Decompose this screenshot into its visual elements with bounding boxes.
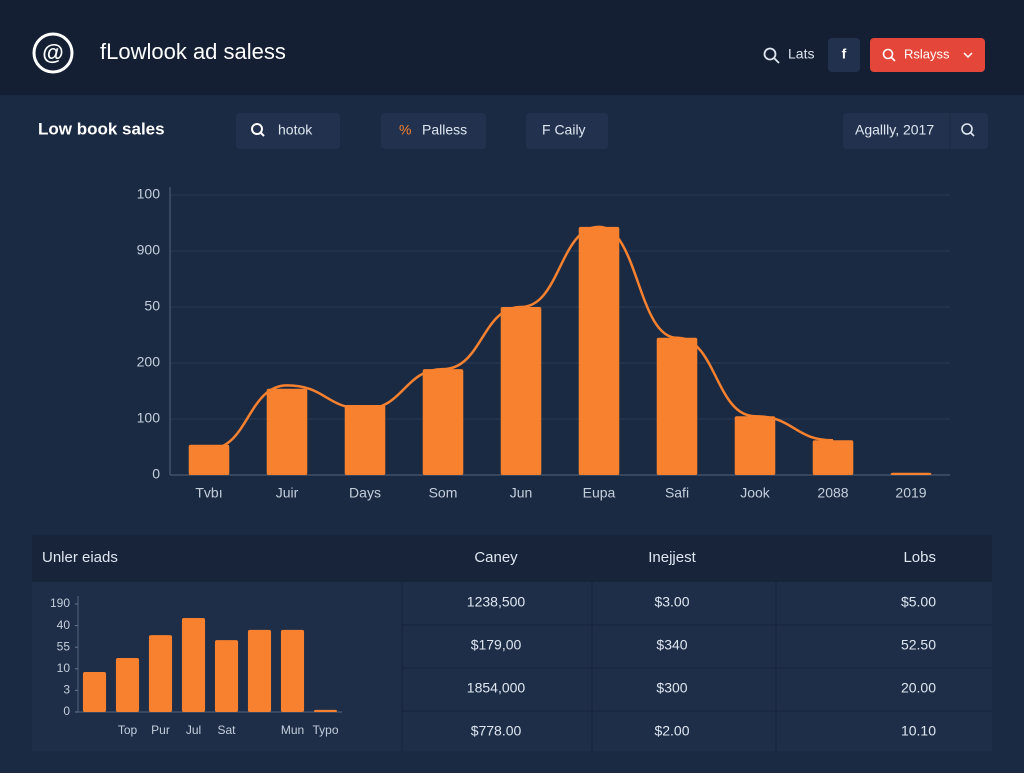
x-tick-label: Sat [217, 723, 236, 737]
x-tick-label: Top [118, 723, 138, 737]
x-tick-label: Jook [740, 485, 771, 501]
search-icon [969, 131, 975, 137]
bar [266, 388, 308, 475]
search-field[interactable] [236, 113, 340, 149]
table-cell: 52.50 [901, 637, 936, 653]
x-tick-label: Days [349, 485, 381, 501]
table-cell: 1854,000 [467, 680, 526, 696]
bar [812, 440, 854, 475]
table-cell: $340 [656, 637, 687, 653]
y-tick-label: 3 [63, 683, 70, 697]
bar [181, 618, 206, 712]
table-cell: $179,00 [471, 637, 522, 653]
date-label: Agallly, 2017 [855, 122, 934, 138]
search-icon [763, 47, 777, 61]
y-tick-label: 50 [144, 298, 160, 314]
table-cell: $778.00 [471, 723, 522, 739]
y-tick-label: 10 [57, 661, 71, 675]
y-tick-label: 100 [137, 186, 161, 202]
bar [214, 640, 239, 712]
table-cell: $300 [656, 680, 687, 696]
trend-line [208, 225, 834, 451]
x-tick-label: Jun [510, 485, 533, 501]
x-tick-label: Tvbı [195, 485, 222, 501]
bar [115, 658, 140, 712]
bar [148, 635, 173, 712]
column-header: Lobs [903, 549, 936, 566]
period-label: F Caily [542, 122, 586, 138]
x-tick-label: Som [429, 485, 458, 501]
y-tick-label: 55 [57, 639, 71, 653]
filter-icon: % [399, 122, 411, 138]
bar [247, 629, 272, 712]
chevron [963, 52, 973, 59]
section-title: Low book sales [38, 119, 165, 138]
x-tick-label: Juir [276, 485, 299, 501]
search-icon [259, 131, 265, 137]
search-icon [961, 123, 973, 135]
action-label: Rslayss [904, 46, 950, 61]
search-icon [773, 57, 780, 64]
logo-ring [32, 32, 74, 74]
bar [344, 405, 386, 475]
x-tick-label: Typo [312, 723, 338, 737]
y-tick-label: 900 [137, 242, 161, 258]
column-header: Caney [474, 549, 518, 566]
x-tick-label: 2088 [817, 485, 848, 501]
bar [422, 369, 464, 475]
bar [82, 672, 107, 712]
app-title: fLowlook ad saless [100, 39, 286, 64]
y-tick-label: 0 [152, 466, 160, 482]
bar [280, 629, 305, 712]
bar [656, 337, 698, 475]
y-tick-label: 190 [50, 596, 70, 610]
bar [313, 709, 338, 712]
search-link[interactable]: Lats [788, 46, 814, 62]
table-cell: $3.00 [654, 594, 689, 610]
search-text: hotok [278, 122, 313, 138]
table-cell: 10.10 [901, 723, 936, 739]
y-tick-label: 100 [137, 410, 161, 426]
x-tick-label: Mun [281, 723, 304, 737]
panel-title: Unler eiads [42, 549, 118, 566]
search-icon [882, 48, 894, 60]
bar [578, 226, 620, 475]
bar [734, 416, 776, 475]
x-tick-label: Safi [665, 485, 689, 501]
search-icon [251, 123, 263, 135]
x-tick-label: 2019 [895, 485, 926, 501]
bar [890, 472, 932, 475]
date-field[interactable] [843, 113, 988, 149]
y-tick-label: 0 [63, 704, 70, 718]
social-icon: f [842, 46, 847, 62]
column-header: Inejjest [648, 549, 696, 566]
y-tick-label: 200 [137, 354, 161, 370]
x-tick-label: Jul [186, 723, 201, 737]
bar [188, 444, 230, 475]
panel-header [32, 535, 992, 582]
action-button[interactable] [870, 38, 985, 72]
table-cell: $5.00 [901, 594, 936, 610]
search-icon [890, 56, 896, 62]
social-button[interactable] [828, 38, 860, 72]
x-tick-label: Eupa [583, 485, 616, 501]
logo: @ [42, 40, 63, 65]
table-cell: 1238,500 [467, 594, 526, 610]
period-button[interactable] [526, 113, 608, 149]
y-tick-label: 40 [57, 618, 71, 632]
bar [500, 307, 542, 475]
x-tick-label: Pur [151, 723, 170, 737]
filter-label: Palless [422, 122, 467, 138]
filter-button[interactable] [381, 113, 486, 149]
table-cell: 20.00 [901, 680, 936, 696]
table-cell: $2.00 [654, 723, 689, 739]
